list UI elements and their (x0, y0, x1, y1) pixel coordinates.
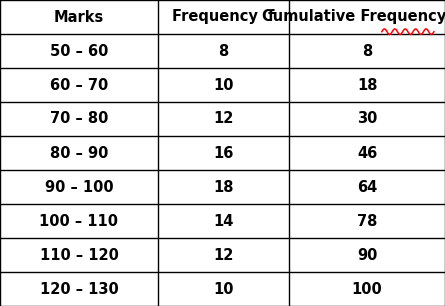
Text: 18: 18 (357, 77, 377, 92)
Text: 12: 12 (214, 111, 234, 126)
Text: Marks: Marks (54, 9, 104, 24)
Text: 120 – 130: 120 – 130 (40, 282, 118, 297)
Text: Cumulative Frequency c.f: Cumulative Frequency c.f (262, 9, 445, 24)
Text: Frequency  f: Frequency f (172, 9, 275, 24)
Text: 60 – 70: 60 – 70 (50, 77, 108, 92)
Text: 110 – 120: 110 – 120 (40, 248, 118, 263)
Text: 16: 16 (214, 145, 234, 161)
Text: 12: 12 (214, 248, 234, 263)
Text: 100 – 110: 100 – 110 (40, 214, 118, 229)
Text: 8: 8 (362, 43, 372, 58)
Text: 46: 46 (357, 145, 377, 161)
Text: 14: 14 (214, 214, 234, 229)
Text: 64: 64 (357, 180, 377, 195)
Text: 100: 100 (352, 282, 383, 297)
Text: 18: 18 (213, 180, 234, 195)
Text: 30: 30 (357, 111, 377, 126)
Text: 8: 8 (218, 43, 229, 58)
Text: 80 – 90: 80 – 90 (50, 145, 108, 161)
Text: 78: 78 (357, 214, 377, 229)
Text: 10: 10 (213, 77, 234, 92)
Text: 90 – 100: 90 – 100 (44, 180, 113, 195)
Text: 50 – 60: 50 – 60 (50, 43, 108, 58)
Text: 70 – 80: 70 – 80 (50, 111, 108, 126)
Text: 10: 10 (213, 282, 234, 297)
Text: 90: 90 (357, 248, 377, 263)
